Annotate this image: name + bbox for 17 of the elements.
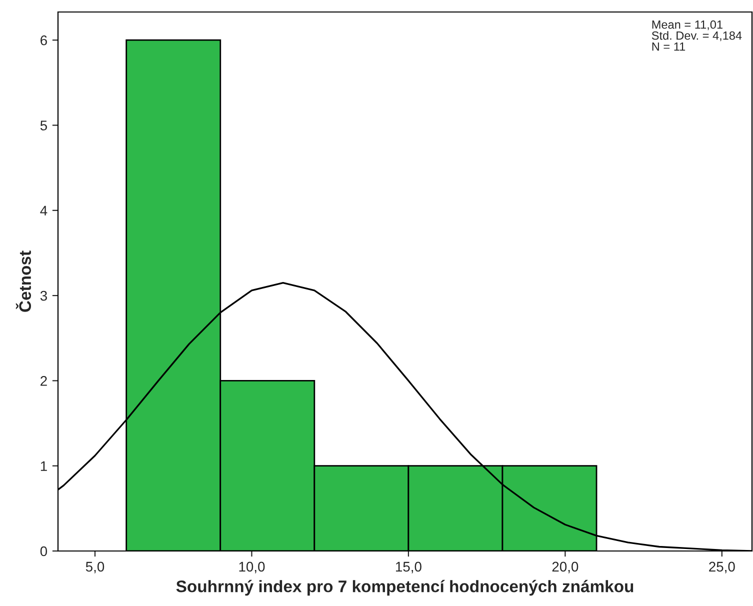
- y-tick-label: 4: [40, 206, 48, 216]
- annotation: N = 11: [652, 42, 686, 51]
- x-tick-label: 10,0: [239, 562, 265, 574]
- y-tick-label: 2: [40, 376, 47, 386]
- y-axis-title: Četnost: [16, 250, 32, 312]
- x-axis-title: Souhrnný index pro 7 kompetencí hodnocených známkou: [176, 580, 634, 596]
- y-tick-label: 0: [40, 546, 48, 556]
- y-tick-label: 6: [40, 35, 47, 46]
- x-tick-label: 25,0: [709, 562, 735, 574]
- x-tick-label: 20,0: [552, 562, 578, 574]
- y-tick-label: 5: [40, 120, 47, 130]
- y-tick-label: 1: [40, 461, 47, 471]
- annotation: Std. Dev. = 4,184: [652, 31, 742, 42]
- annotation: Mean = 11,01: [652, 20, 722, 30]
- y-tick-label: 3: [40, 290, 47, 301]
- x-tick-label: 15,0: [396, 562, 422, 574]
- x-tick-label: 5,0: [86, 562, 104, 574]
